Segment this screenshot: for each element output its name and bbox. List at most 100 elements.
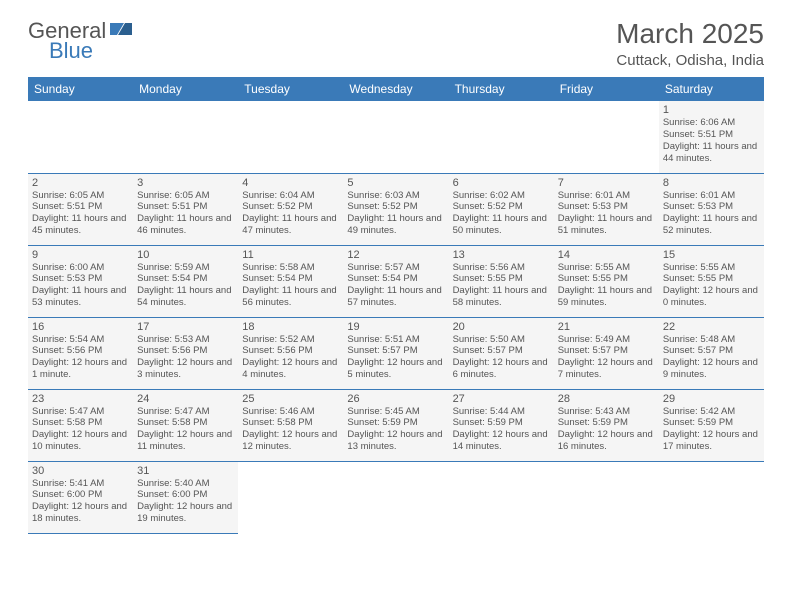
calendar-cell: 1Sunrise: 6:06 AMSunset: 5:51 PMDaylight… [659, 101, 764, 173]
weekday-header: Saturday [659, 77, 764, 101]
day-number: 15 [663, 249, 760, 261]
day-info: Sunrise: 6:01 AMSunset: 5:53 PMDaylight:… [663, 190, 760, 238]
calendar-cell: 22Sunrise: 5:48 AMSunset: 5:57 PMDayligh… [659, 317, 764, 389]
weekday-header: Thursday [449, 77, 554, 101]
calendar-cell: 11Sunrise: 5:58 AMSunset: 5:54 PMDayligh… [238, 245, 343, 317]
day-info: Sunrise: 5:58 AMSunset: 5:54 PMDaylight:… [242, 262, 339, 310]
day-number: 11 [242, 249, 339, 261]
day-info: Sunrise: 6:05 AMSunset: 5:51 PMDaylight:… [137, 190, 234, 238]
day-number: 5 [347, 177, 444, 189]
calendar-cell: 9Sunrise: 6:00 AMSunset: 5:53 PMDaylight… [28, 245, 133, 317]
calendar-cell: 24Sunrise: 5:47 AMSunset: 5:58 PMDayligh… [133, 389, 238, 461]
calendar-cell: 5Sunrise: 6:03 AMSunset: 5:52 PMDaylight… [343, 173, 448, 245]
calendar-cell: 20Sunrise: 5:50 AMSunset: 5:57 PMDayligh… [449, 317, 554, 389]
day-info: Sunrise: 5:45 AMSunset: 5:59 PMDaylight:… [347, 406, 444, 454]
day-info: Sunrise: 5:54 AMSunset: 5:56 PMDaylight:… [32, 334, 129, 382]
calendar-cell: 21Sunrise: 5:49 AMSunset: 5:57 PMDayligh… [554, 317, 659, 389]
calendar-row: 1Sunrise: 6:06 AMSunset: 5:51 PMDaylight… [28, 101, 764, 173]
calendar-cell: 7Sunrise: 6:01 AMSunset: 5:53 PMDaylight… [554, 173, 659, 245]
calendar-cell: 3Sunrise: 6:05 AMSunset: 5:51 PMDaylight… [133, 173, 238, 245]
weekday-header: Tuesday [238, 77, 343, 101]
calendar-cell [554, 101, 659, 173]
calendar-body: 1Sunrise: 6:06 AMSunset: 5:51 PMDaylight… [28, 101, 764, 533]
day-info: Sunrise: 5:42 AMSunset: 5:59 PMDaylight:… [663, 406, 760, 454]
day-number: 31 [137, 465, 234, 477]
day-number: 29 [663, 393, 760, 405]
day-info: Sunrise: 6:03 AMSunset: 5:52 PMDaylight:… [347, 190, 444, 238]
calendar-table: SundayMondayTuesdayWednesdayThursdayFrid… [28, 77, 764, 534]
day-number: 4 [242, 177, 339, 189]
weekday-header: Sunday [28, 77, 133, 101]
calendar-cell: 4Sunrise: 6:04 AMSunset: 5:52 PMDaylight… [238, 173, 343, 245]
day-info: Sunrise: 5:51 AMSunset: 5:57 PMDaylight:… [347, 334, 444, 382]
day-number: 2 [32, 177, 129, 189]
calendar-cell [238, 461, 343, 533]
day-number: 14 [558, 249, 655, 261]
day-info: Sunrise: 5:49 AMSunset: 5:57 PMDaylight:… [558, 334, 655, 382]
day-number: 23 [32, 393, 129, 405]
calendar-cell: 8Sunrise: 6:01 AMSunset: 5:53 PMDaylight… [659, 173, 764, 245]
day-number: 20 [453, 321, 550, 333]
calendar-cell [133, 101, 238, 173]
day-number: 10 [137, 249, 234, 261]
day-number: 3 [137, 177, 234, 189]
calendar-cell: 23Sunrise: 5:47 AMSunset: 5:58 PMDayligh… [28, 389, 133, 461]
day-info: Sunrise: 5:46 AMSunset: 5:58 PMDaylight:… [242, 406, 339, 454]
day-info: Sunrise: 5:53 AMSunset: 5:56 PMDaylight:… [137, 334, 234, 382]
day-number: 7 [558, 177, 655, 189]
day-number: 19 [347, 321, 444, 333]
logo: General Blue [28, 18, 132, 44]
day-number: 21 [558, 321, 655, 333]
calendar-cell: 28Sunrise: 5:43 AMSunset: 5:59 PMDayligh… [554, 389, 659, 461]
day-number: 24 [137, 393, 234, 405]
day-number: 17 [137, 321, 234, 333]
month-title: March 2025 [616, 18, 764, 50]
day-info: Sunrise: 6:00 AMSunset: 5:53 PMDaylight:… [32, 262, 129, 310]
day-info: Sunrise: 6:06 AMSunset: 5:51 PMDaylight:… [663, 117, 760, 165]
day-info: Sunrise: 5:47 AMSunset: 5:58 PMDaylight:… [32, 406, 129, 454]
weekday-header-row: SundayMondayTuesdayWednesdayThursdayFrid… [28, 77, 764, 101]
calendar-cell [449, 461, 554, 533]
calendar-cell: 12Sunrise: 5:57 AMSunset: 5:54 PMDayligh… [343, 245, 448, 317]
weekday-header: Wednesday [343, 77, 448, 101]
calendar-cell [449, 101, 554, 173]
day-info: Sunrise: 5:56 AMSunset: 5:55 PMDaylight:… [453, 262, 550, 310]
calendar-row: 2Sunrise: 6:05 AMSunset: 5:51 PMDaylight… [28, 173, 764, 245]
day-number: 12 [347, 249, 444, 261]
weekday-header: Monday [133, 77, 238, 101]
day-number: 16 [32, 321, 129, 333]
day-number: 1 [663, 104, 760, 116]
day-number: 28 [558, 393, 655, 405]
calendar-cell: 30Sunrise: 5:41 AMSunset: 6:00 PMDayligh… [28, 461, 133, 533]
day-info: Sunrise: 6:02 AMSunset: 5:52 PMDaylight:… [453, 190, 550, 238]
day-info: Sunrise: 5:59 AMSunset: 5:54 PMDaylight:… [137, 262, 234, 310]
calendar-cell: 31Sunrise: 5:40 AMSunset: 6:00 PMDayligh… [133, 461, 238, 533]
flag-icon [110, 17, 132, 43]
calendar-cell: 26Sunrise: 5:45 AMSunset: 5:59 PMDayligh… [343, 389, 448, 461]
day-info: Sunrise: 5:55 AMSunset: 5:55 PMDaylight:… [663, 262, 760, 310]
calendar-cell: 6Sunrise: 6:02 AMSunset: 5:52 PMDaylight… [449, 173, 554, 245]
day-info: Sunrise: 5:41 AMSunset: 6:00 PMDaylight:… [32, 478, 129, 526]
day-info: Sunrise: 5:40 AMSunset: 6:00 PMDaylight:… [137, 478, 234, 526]
calendar-cell: 17Sunrise: 5:53 AMSunset: 5:56 PMDayligh… [133, 317, 238, 389]
calendar-cell: 27Sunrise: 5:44 AMSunset: 5:59 PMDayligh… [449, 389, 554, 461]
day-info: Sunrise: 5:55 AMSunset: 5:55 PMDaylight:… [558, 262, 655, 310]
day-info: Sunrise: 6:05 AMSunset: 5:51 PMDaylight:… [32, 190, 129, 238]
header: General Blue March 2025 Cuttack, Odisha,… [28, 18, 764, 69]
calendar-cell: 2Sunrise: 6:05 AMSunset: 5:51 PMDaylight… [28, 173, 133, 245]
calendar-row: 9Sunrise: 6:00 AMSunset: 5:53 PMDaylight… [28, 245, 764, 317]
day-info: Sunrise: 5:48 AMSunset: 5:57 PMDaylight:… [663, 334, 760, 382]
calendar-cell [343, 101, 448, 173]
calendar-cell: 14Sunrise: 5:55 AMSunset: 5:55 PMDayligh… [554, 245, 659, 317]
day-number: 26 [347, 393, 444, 405]
weekday-header: Friday [554, 77, 659, 101]
calendar-cell: 18Sunrise: 5:52 AMSunset: 5:56 PMDayligh… [238, 317, 343, 389]
day-info: Sunrise: 5:50 AMSunset: 5:57 PMDaylight:… [453, 334, 550, 382]
calendar-cell [238, 101, 343, 173]
calendar-cell: 25Sunrise: 5:46 AMSunset: 5:58 PMDayligh… [238, 389, 343, 461]
day-number: 9 [32, 249, 129, 261]
calendar-cell: 29Sunrise: 5:42 AMSunset: 5:59 PMDayligh… [659, 389, 764, 461]
calendar-row: 23Sunrise: 5:47 AMSunset: 5:58 PMDayligh… [28, 389, 764, 461]
calendar-cell: 15Sunrise: 5:55 AMSunset: 5:55 PMDayligh… [659, 245, 764, 317]
day-info: Sunrise: 6:01 AMSunset: 5:53 PMDaylight:… [558, 190, 655, 238]
